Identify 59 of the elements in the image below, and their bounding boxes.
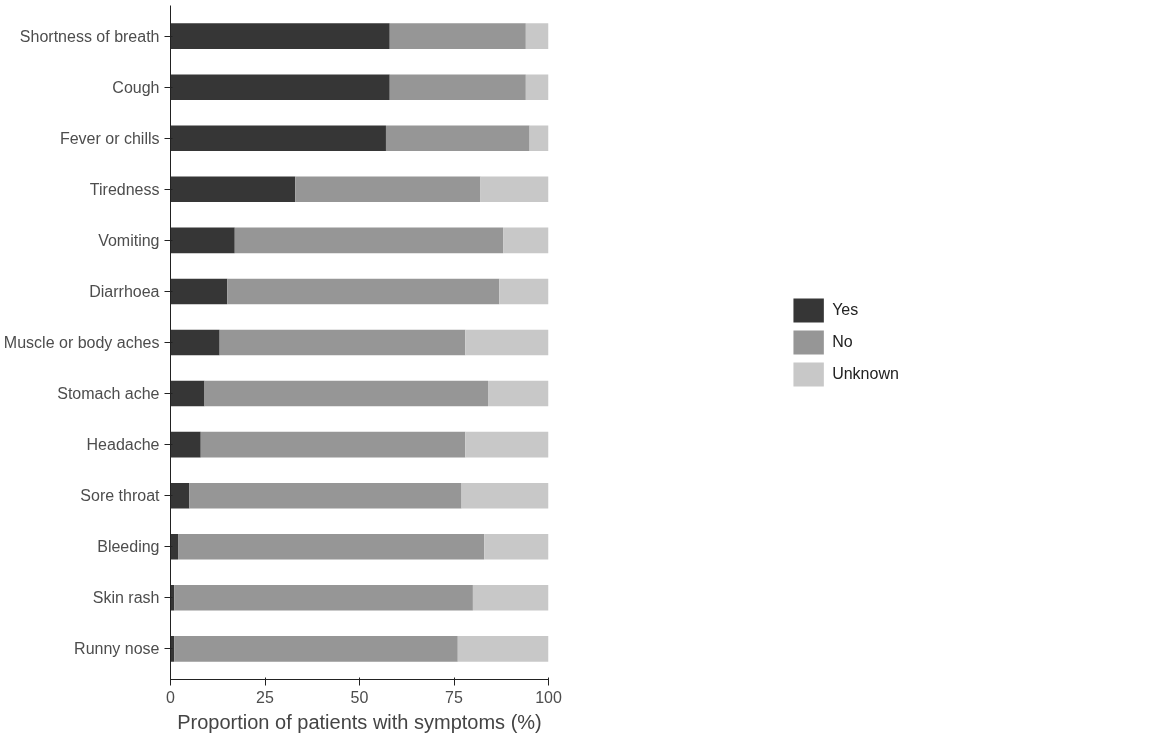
bar (465, 431, 549, 458)
bar (525, 23, 549, 49)
y-tick-label: Tiredness (89, 180, 160, 198)
y-tick-label: Skin rash (92, 589, 160, 607)
y-tick-label: Fever or chills (59, 129, 160, 147)
x-tick-label: 0 (166, 688, 176, 706)
bar (461, 482, 549, 509)
x-tick-label: 75 (445, 688, 463, 706)
bar (170, 533, 179, 560)
bar (170, 278, 228, 305)
bar (170, 482, 190, 509)
bar (503, 227, 549, 254)
y-tick-label: Muscle or body aches (3, 334, 160, 351)
y-tick-label: Runny nose (74, 640, 160, 658)
bar (499, 278, 549, 305)
bar (178, 533, 485, 560)
y-tick-label: Vomiting (98, 231, 160, 249)
legend-label: No (832, 333, 853, 351)
bar (472, 585, 549, 611)
bar (525, 74, 549, 100)
x-axis-title: Proportion of patients with symptoms (%) (177, 710, 542, 733)
bar (484, 533, 549, 560)
x-tick-label: 100 (535, 688, 562, 706)
bar (170, 176, 296, 203)
y-tick-label: Headache (86, 436, 160, 454)
y-tick-label: Diarrhoea (89, 282, 160, 300)
y-tick-label: Sore throat (80, 487, 161, 505)
x-tick-label: 25 (256, 688, 274, 706)
bar (295, 176, 481, 203)
bar (170, 431, 201, 458)
bar (189, 482, 462, 509)
bar (227, 278, 500, 305)
y-tick-label: Cough (112, 78, 160, 96)
bar (170, 329, 220, 356)
bar (170, 380, 205, 407)
bar (170, 227, 235, 254)
y-tick-label: Bleeding (97, 538, 160, 556)
bar (480, 176, 549, 203)
bar (219, 329, 466, 356)
y-tick-label: Shortness of breath (19, 27, 160, 45)
x-tick-label: 50 (350, 688, 369, 706)
bar (200, 431, 466, 458)
bar (457, 636, 549, 662)
bar (174, 585, 473, 611)
y-tick-label: Stomach ache (57, 385, 160, 403)
bar (204, 380, 489, 407)
bar (234, 227, 504, 254)
bar (465, 329, 549, 356)
bar (174, 636, 458, 662)
bar (170, 74, 390, 100)
bar (170, 23, 390, 49)
legend-label: Yes (832, 301, 859, 319)
bar (170, 125, 386, 152)
bar (385, 125, 530, 152)
legend-label: Unknown (832, 365, 899, 383)
bar (389, 23, 526, 49)
bar (389, 74, 526, 100)
bar (488, 380, 549, 407)
bar (529, 125, 549, 152)
